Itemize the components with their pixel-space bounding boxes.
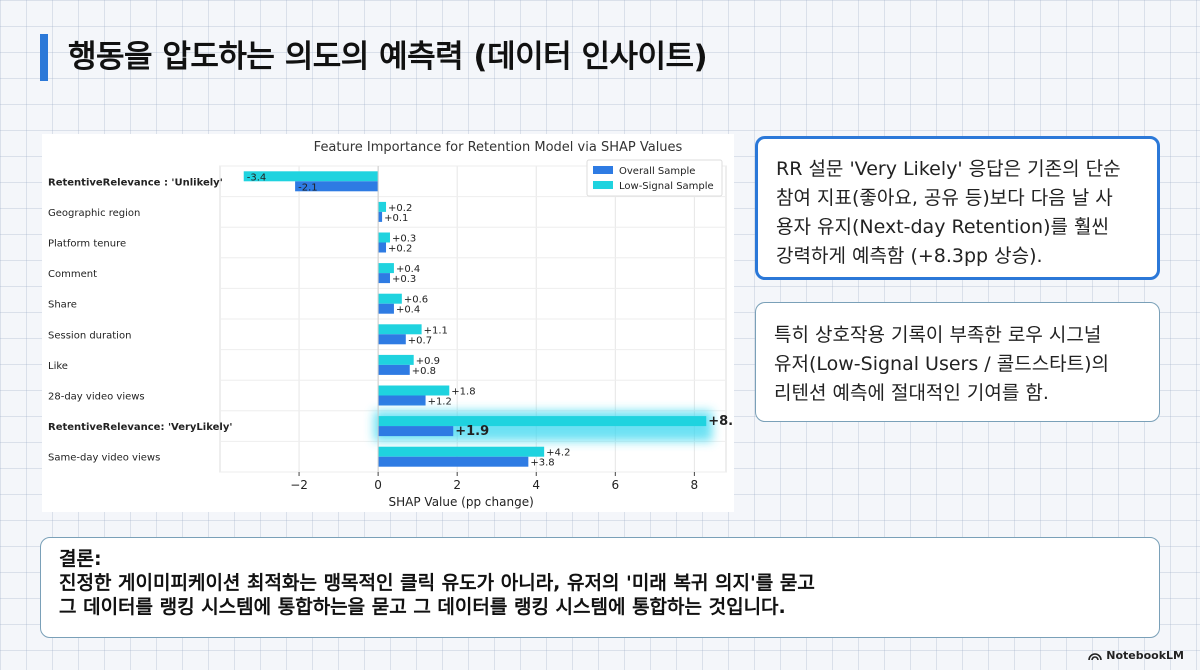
conclusion-text: 진정한 게이미피케이션 최적화는 맹목적인 클릭 유도가 아니라, 유저의 '미… [59, 572, 815, 618]
x-tick-label: −2 [290, 478, 308, 492]
legend-swatch [593, 181, 613, 189]
data-label: +0.6 [404, 295, 428, 306]
bar-overall [378, 211, 383, 222]
notebooklm-logo-icon [1088, 652, 1103, 660]
insight-card-very-likely: RR 설문 'Very Likely' 응답은 기존의 단순 참여 지표(좋아요… [755, 136, 1160, 280]
brand-name: NotebookLM [1106, 649, 1184, 662]
bar-low-signal [378, 201, 387, 212]
category-label: RetentiveRelevance: 'VeryLikely' [48, 422, 232, 433]
data-label: +0.2 [388, 244, 412, 255]
category-label: Like [48, 361, 68, 372]
bar-low-signal [243, 171, 379, 182]
brand-watermark: NotebookLM [1088, 649, 1184, 662]
category-label: Share [48, 300, 77, 311]
data-label: +0.9 [416, 356, 440, 367]
category-label: 28-day video views [48, 392, 145, 403]
chart-title: Feature Importance for Retention Model v… [314, 140, 683, 155]
data-label: +0.3 [392, 274, 416, 285]
data-label: +0.4 [396, 264, 420, 275]
bar-overall [378, 395, 426, 406]
bar-low-signal [378, 232, 390, 243]
data-label: -3.4 [247, 172, 267, 183]
data-label: +0.7 [408, 335, 432, 346]
legend-label: Low-Signal Sample [619, 181, 714, 192]
data-label: +4.2 [546, 448, 570, 459]
category-label: Platform tenure [48, 239, 126, 250]
legend-swatch [593, 166, 613, 174]
data-label: +1.2 [428, 397, 452, 408]
bar-low-signal [378, 446, 545, 457]
data-label: -2.1 [298, 182, 318, 193]
category-label: Same-day video views [48, 453, 160, 464]
legend-label: Overall Sample [619, 166, 695, 177]
bar-low-signal [378, 324, 422, 335]
data-label: +3.8 [530, 458, 554, 469]
bar-overall [295, 181, 379, 192]
bar-overall [378, 273, 390, 284]
bar-overall [378, 426, 454, 437]
bar-low-signal [378, 354, 414, 365]
bar-low-signal [378, 293, 402, 304]
bar-overall [378, 334, 406, 345]
page-title: 행동을 압도하는 의도의 예측력 (데이터 인사이트) [68, 39, 708, 75]
bar-overall [378, 303, 394, 314]
data-label: +0.1 [384, 213, 408, 224]
category-label: Comment [48, 269, 97, 280]
bar-low-signal [378, 263, 394, 274]
data-label: +8.3 [708, 414, 734, 429]
bar-overall [378, 364, 410, 375]
bar-low-signal [378, 416, 707, 427]
insight-card-low-signal: 특히 상호작용 기록이 부족한 로우 시그널 유저(Low-Signal Use… [755, 302, 1160, 422]
conclusion-label: 결론: [59, 548, 102, 570]
x-tick-label: 0 [374, 478, 382, 492]
category-label: Geographic region [48, 208, 140, 219]
data-label: +0.2 [388, 203, 412, 214]
x-tick-label: 4 [532, 478, 540, 492]
shap-chart-panel: Feature Importance for Retention Model v… [42, 134, 734, 512]
x-axis-label: SHAP Value (pp change) [389, 495, 534, 509]
bar-overall [378, 456, 529, 467]
x-tick-label: 8 [691, 478, 699, 492]
title-accent-bar [40, 34, 48, 81]
category-label: Session duration [48, 330, 131, 341]
shap-bar-chart: Feature Importance for Retention Model v… [48, 140, 734, 509]
bar-low-signal [378, 385, 450, 396]
category-label: RetentiveRelevance : 'Unlikely' [48, 177, 223, 188]
insight-card-text: RR 설문 'Very Likely' 응답은 기존의 단순 참여 지표(좋아요… [776, 158, 1121, 267]
data-label: +1.9 [455, 424, 489, 439]
data-label: +0.8 [412, 366, 436, 377]
insight-card-text: 특히 상호작용 기록이 부족한 로우 시그널 유저(Low-Signal Use… [774, 324, 1110, 404]
x-tick-label: 2 [453, 478, 461, 492]
data-label: +0.4 [396, 305, 420, 316]
data-label: +1.1 [424, 325, 448, 336]
x-tick-label: 6 [611, 478, 619, 492]
conclusion-box: 결론: 진정한 게이미피케이션 최적화는 맹목적인 클릭 유도가 아니라, 유저… [40, 537, 1160, 638]
bar-overall [378, 242, 387, 253]
data-label: +0.3 [392, 234, 416, 245]
legend-box [586, 159, 723, 197]
data-label: +1.8 [451, 387, 475, 398]
